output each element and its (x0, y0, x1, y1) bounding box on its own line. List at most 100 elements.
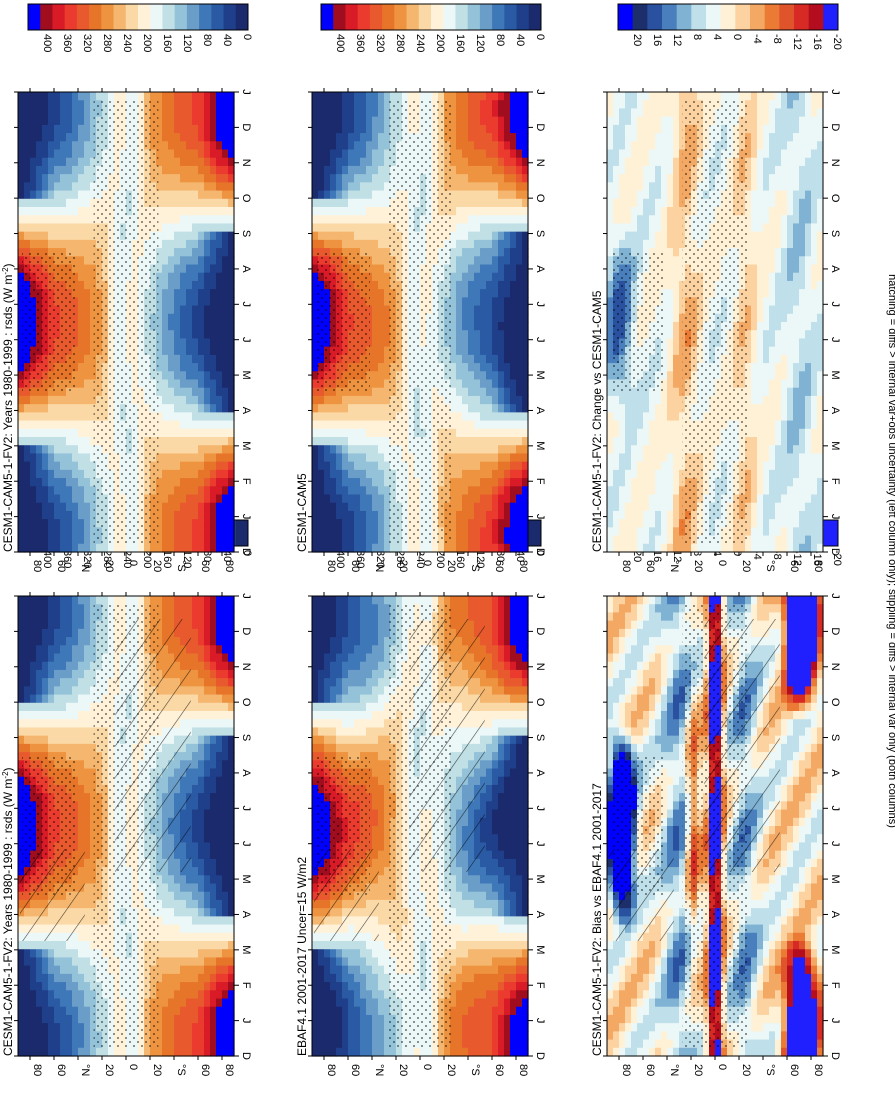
heatmap-cell (66, 752, 73, 761)
heatmap-cell (78, 354, 85, 364)
heatmap-cell (90, 620, 97, 630)
heatmap-cell (90, 809, 97, 819)
heatmap-cell (228, 669, 235, 679)
heatmap-cell (204, 645, 211, 655)
heatmap-cell (198, 527, 205, 537)
heatmap-cell (378, 949, 385, 959)
heatmap-cell (228, 719, 235, 729)
heatmap-cell (54, 612, 61, 622)
heatmap-cell (192, 1006, 199, 1016)
heatmap-cell (330, 1039, 337, 1049)
heatmap-cell (84, 735, 91, 745)
heatmap-cell (324, 1023, 331, 1032)
heatmap-cell (210, 280, 217, 290)
heatmap-cell (372, 628, 379, 638)
heatmap-cell (210, 842, 217, 852)
heatmap-cell (90, 478, 97, 487)
heatmap-cell (18, 661, 25, 671)
heatmap-cell (192, 527, 199, 537)
heatmap-cell (90, 190, 97, 200)
heatmap-cell (60, 412, 67, 422)
heatmap-cell (222, 932, 229, 942)
heatmap-cell (90, 916, 97, 926)
heatmap-cell (168, 998, 175, 1008)
heatmap-cell (222, 346, 229, 356)
heatmap-cell (210, 612, 217, 622)
heatmap-cell (60, 404, 67, 413)
heatmap-cell (54, 133, 61, 142)
heatmap-cell (204, 248, 211, 257)
heatmap-cell (342, 719, 349, 729)
heatmap-cell (42, 612, 49, 622)
colorbar-tick-label: 80 (201, 550, 213, 562)
heatmap-cell (90, 784, 97, 794)
heatmap-cell (222, 834, 229, 844)
heatmap-cell (312, 653, 319, 663)
heatmap-cell (210, 694, 217, 704)
heatmap-cell (42, 453, 49, 463)
heatmap-cell (60, 223, 67, 233)
heatmap-cell (372, 743, 379, 753)
heatmap-cell (90, 694, 97, 704)
heatmap-cell (174, 486, 181, 496)
heatmap-cell (162, 437, 169, 446)
heatmap-cell (78, 395, 85, 405)
heatmap-cell (90, 256, 97, 266)
heatmap-cell (192, 404, 199, 413)
heatmap-cell (186, 604, 193, 614)
heatmap-cell (222, 809, 229, 819)
heatmap-cell (222, 445, 229, 455)
heatmap-cell (204, 916, 211, 926)
heatmap-cell (84, 891, 91, 901)
heatmap-cell (330, 612, 337, 622)
heatmap-cell (60, 686, 67, 696)
month-tick-label: D (240, 1052, 252, 1060)
heatmap-cell (198, 702, 205, 712)
heatmap-cell (372, 826, 379, 835)
heatmap-cell (342, 628, 349, 638)
colorbar-swatch (28, 4, 41, 30)
heatmap-cell (60, 1039, 67, 1049)
heatmap-cell (18, 486, 25, 496)
heatmap-cell (54, 743, 61, 753)
heatmap-cell (36, 182, 43, 192)
heatmap-cell (330, 1023, 337, 1032)
heatmap-cell (330, 661, 337, 671)
heatmap-cell (318, 1014, 325, 1024)
heatmap-cell (162, 604, 169, 614)
heatmap-cell (318, 973, 325, 983)
heatmap-cell (330, 628, 337, 638)
heatmap-cell (78, 982, 85, 991)
heatmap-cell (228, 653, 235, 663)
heatmap-cell (384, 653, 391, 663)
heatmap-cell (228, 313, 235, 323)
heatmap-cell (90, 817, 97, 827)
heatmap-cell (318, 686, 325, 696)
heatmap-cell (204, 826, 211, 835)
heatmap-cell (36, 248, 43, 257)
heatmap-cell (222, 510, 229, 520)
heatmap-cell (54, 982, 61, 991)
heatmap-cell (384, 875, 391, 885)
heatmap-cell (228, 842, 235, 852)
heatmap-cell (84, 776, 91, 786)
heatmap-cell (222, 527, 229, 537)
heatmap-cell (330, 669, 337, 679)
heatmap-cell (60, 478, 67, 487)
heatmap-cell (30, 596, 37, 605)
month-tick-label: J (240, 1018, 252, 1024)
heatmap-cell (198, 149, 205, 159)
heatmap-cell (312, 669, 319, 679)
heatmap-cell (72, 612, 79, 622)
heatmap-cell (336, 686, 343, 696)
heatmap-cell (174, 404, 181, 413)
heatmap-cell (228, 1031, 235, 1041)
heatmap-cell (24, 973, 31, 983)
heatmap-cell (30, 982, 37, 991)
heatmap-cell (78, 842, 85, 852)
heatmap-cell (366, 645, 373, 655)
heatmap-cell (384, 998, 391, 1008)
heatmap-cell (60, 519, 67, 528)
heatmap-cell (90, 289, 97, 298)
heatmap-cell (78, 678, 85, 687)
